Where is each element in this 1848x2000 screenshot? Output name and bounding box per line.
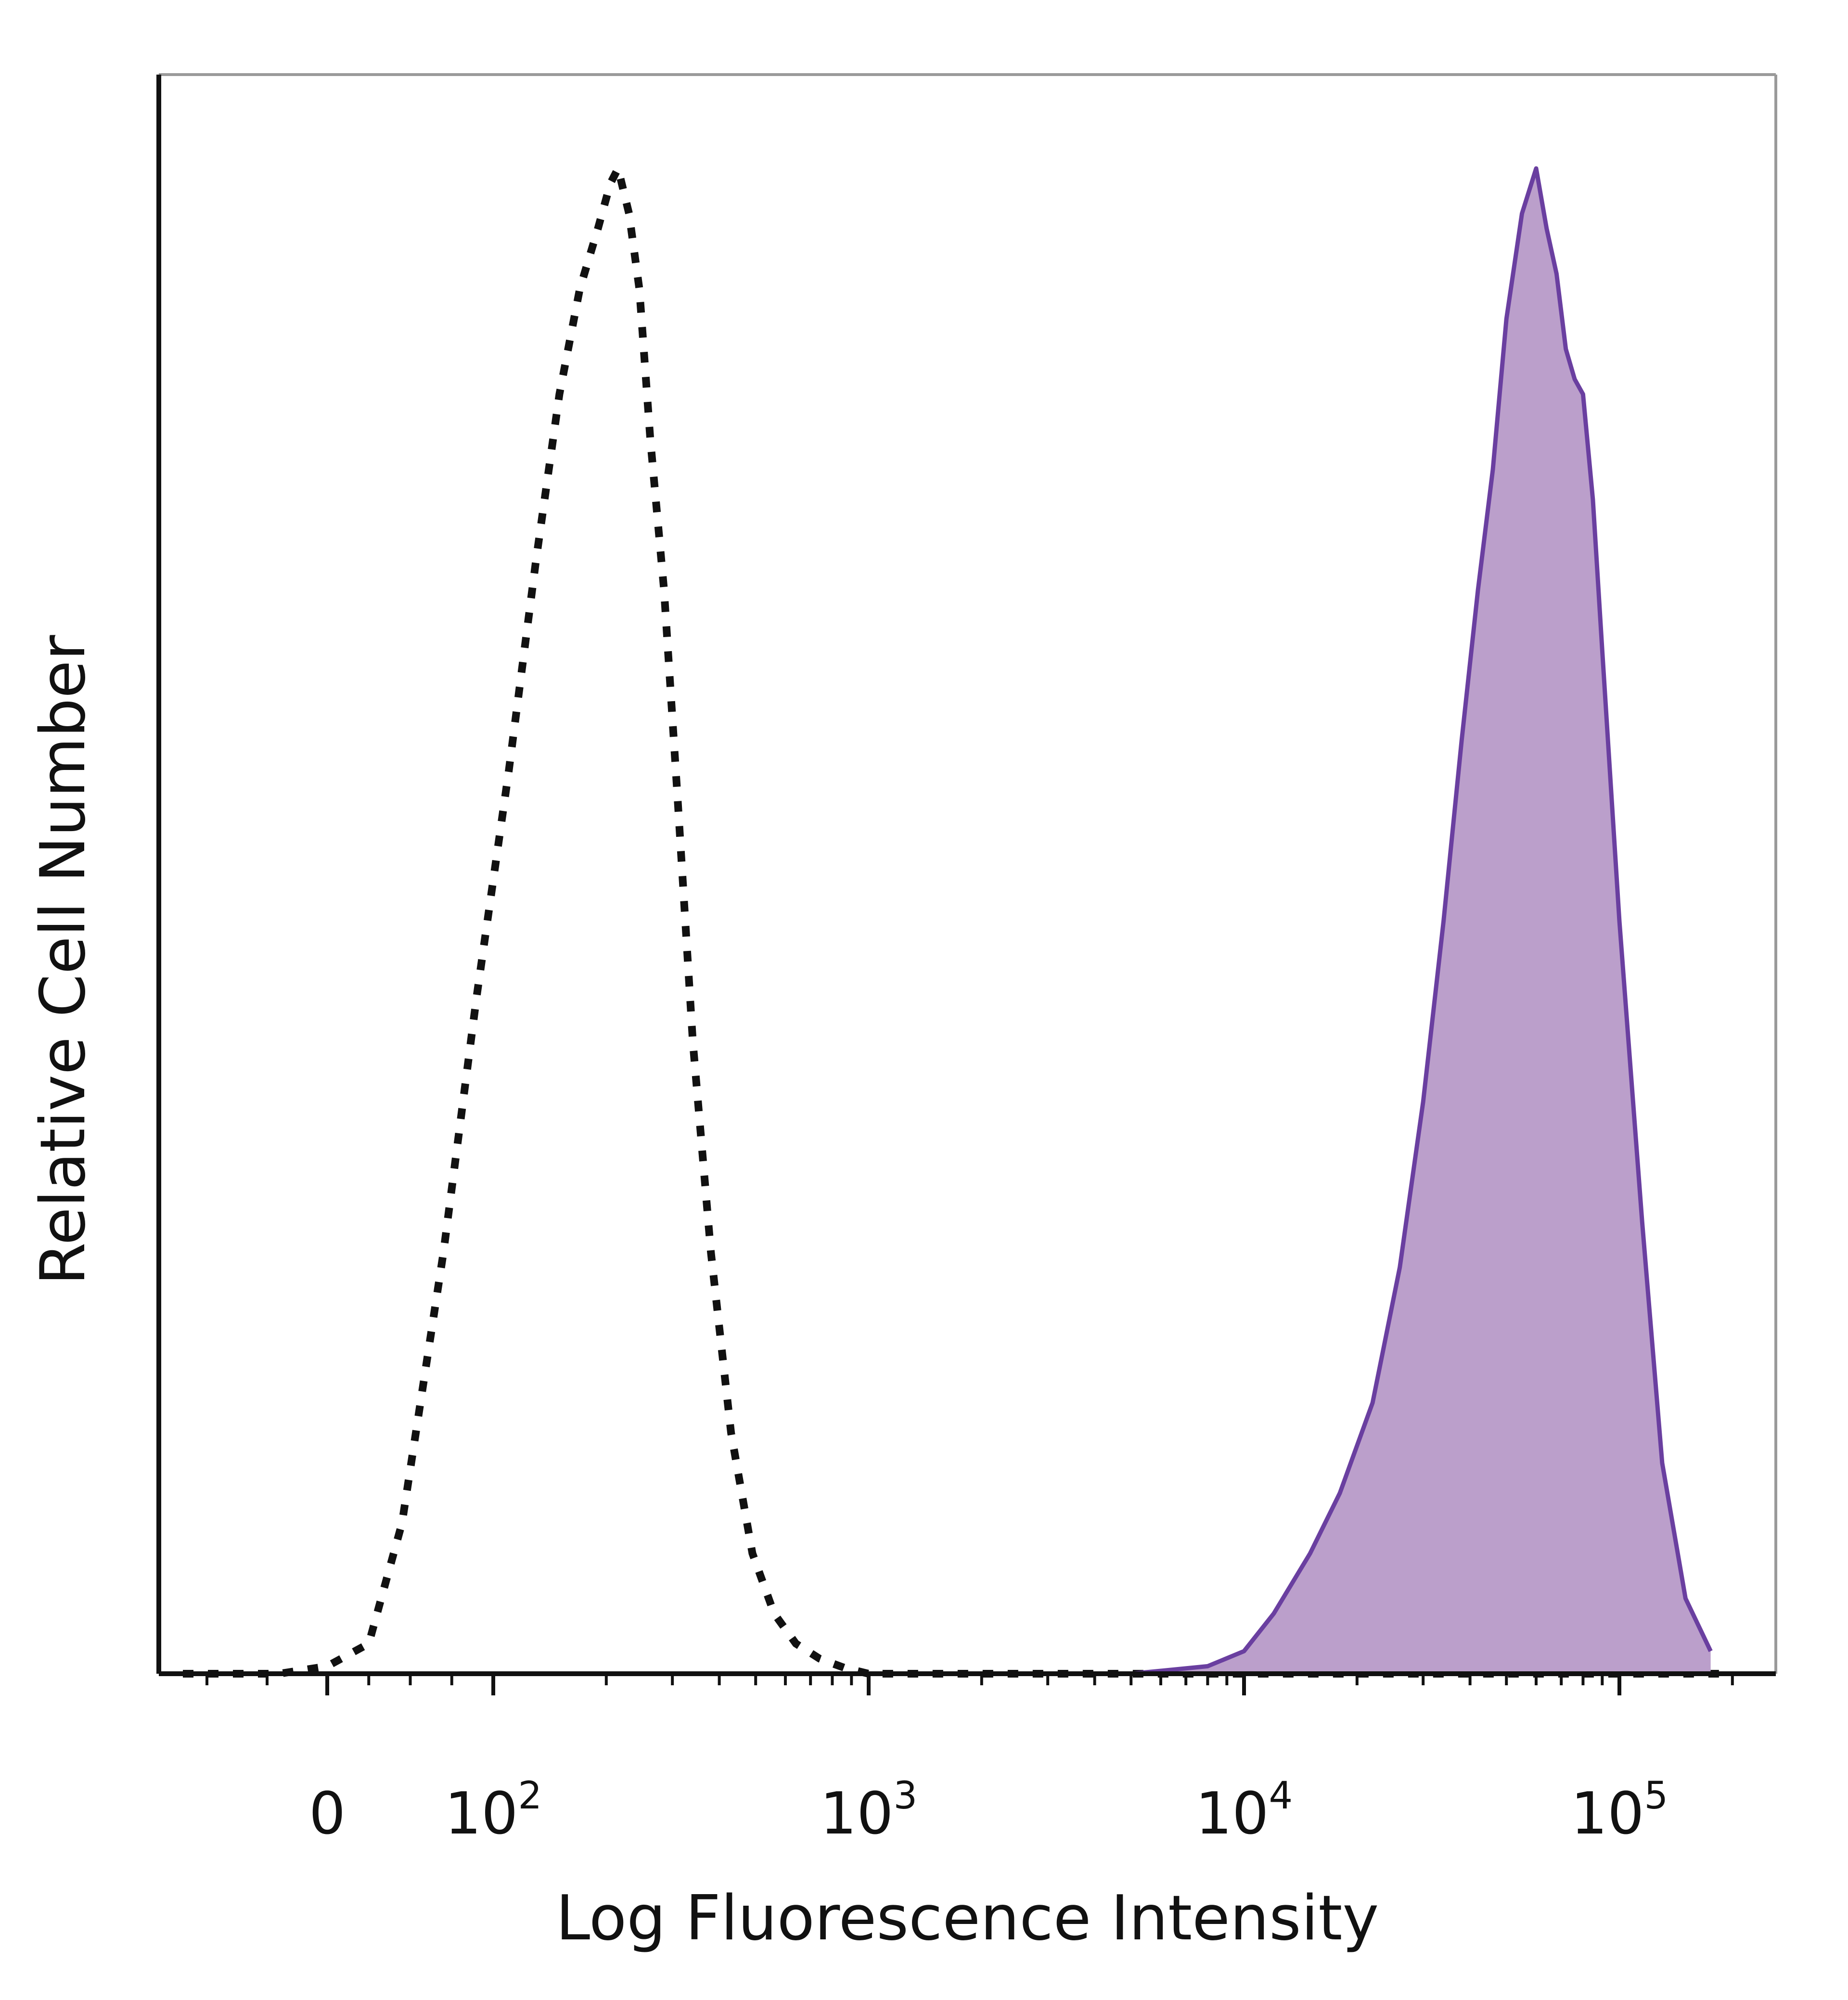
positive-histogram-line [183,166,1713,1676]
x-axis-tick-labels: 0 102 103 104 105 [309,1774,1668,1847]
series-layer [183,157,1732,1678]
x-tick-label: 103 [820,1774,917,1847]
positive-histogram-fill [183,168,1711,1674]
x-tick-label: 105 [1571,1774,1668,1847]
x-tick-label: 104 [1195,1774,1293,1847]
x-axis-ticks [205,1674,1734,1695]
x-tick-label: 102 [445,1774,542,1847]
x-axis-title: Log Fluorescence Intensity [556,1883,1379,1954]
x-tick-label: 0 [309,1781,346,1847]
y-axis-title: Relative Cell Number [27,635,99,1285]
